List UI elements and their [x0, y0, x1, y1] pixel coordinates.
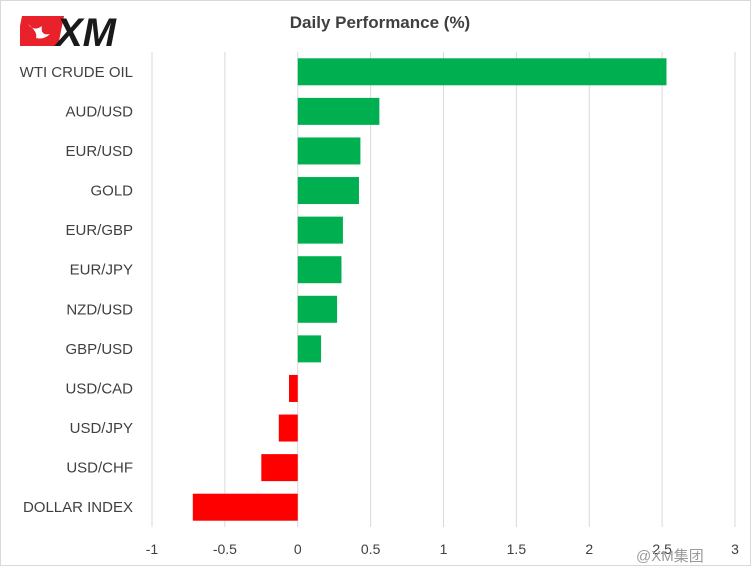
- x-tick-label: 0: [294, 541, 302, 557]
- x-tick-label: -1: [146, 541, 159, 557]
- watermark: @XM集团: [636, 548, 704, 565]
- bar: [297, 177, 359, 205]
- category-label: EUR/GBP: [65, 222, 133, 239]
- bar: [289, 374, 298, 402]
- x-tick-label: 2.5: [652, 541, 672, 557]
- bar: [297, 97, 380, 125]
- category-label: GOLD: [90, 183, 133, 200]
- x-tick-label: -0.5: [213, 541, 237, 557]
- category-label: EUR/JPY: [70, 262, 133, 279]
- bars: [192, 58, 667, 521]
- bar: [297, 216, 343, 244]
- category-label: USD/CHF: [66, 460, 133, 477]
- x-tick-label: 1: [440, 541, 448, 557]
- category-label: USD/JPY: [70, 420, 133, 437]
- category-label: GBP/USD: [65, 341, 133, 358]
- bar: [297, 137, 361, 165]
- bar: [297, 58, 667, 86]
- bar: [297, 256, 342, 284]
- xm-logo: XM: [16, 10, 160, 57]
- category-label: EUR/USD: [65, 143, 133, 160]
- x-tick-label: 1.5: [507, 541, 527, 557]
- bar: [192, 493, 298, 521]
- chart-title: Daily Performance (%): [289, 13, 471, 32]
- svg-text:XM: XM: [54, 11, 118, 52]
- x-tick-label: 3: [731, 541, 739, 557]
- x-tick-label: 2: [585, 541, 593, 557]
- bar: [297, 335, 322, 363]
- bar: [297, 295, 338, 323]
- category-label: WTI CRUDE OIL: [20, 64, 133, 81]
- bar: [278, 414, 298, 442]
- x-tick-label: 0.5: [361, 541, 381, 557]
- xm-logo-mark: XM: [16, 11, 118, 55]
- bar: [261, 454, 298, 482]
- x-axis-tick-labels: -1 -0.5 0 0.5 1 1.5 2 2.5 3: [146, 541, 739, 557]
- category-label: USD/CAD: [65, 380, 133, 397]
- category-label: DOLLAR INDEX: [23, 499, 133, 516]
- grid-lines: [151, 52, 736, 527]
- category-labels: WTI CRUDE OIL AUD/USD EUR/USD GOLD EUR/GBP EU…: [20, 64, 134, 516]
- category-label: NZD/USD: [66, 301, 133, 318]
- category-label: AUD/USD: [65, 103, 133, 120]
